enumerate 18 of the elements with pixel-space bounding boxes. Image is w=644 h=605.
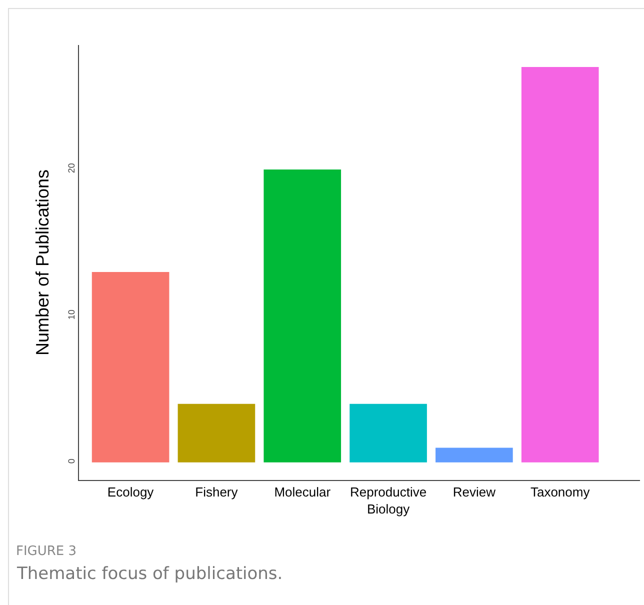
bar [264,169,342,462]
x-tick-label: Taxonomy [530,484,590,500]
x-tick-label: Ecology [107,484,154,500]
bar [350,404,427,462]
y-tick-label: 0 [66,458,76,464]
x-tick-label: Review [452,484,496,500]
x-tick-label: Reproductive Biology [350,484,427,516]
bar [178,404,256,462]
bar [92,272,170,462]
y-tick-label: 20 [66,163,76,174]
x-tick-label: Molecular [274,484,332,500]
y-axis-title: Number of Publications [32,169,53,356]
x-tick-label: Fishery [195,484,238,500]
bar [521,66,599,462]
bar [436,448,513,462]
text: Thematic focus of publications. [16,564,283,584]
y-tick-label: 10 [66,310,76,320]
caption: FIGURE 3 [16,544,77,559]
